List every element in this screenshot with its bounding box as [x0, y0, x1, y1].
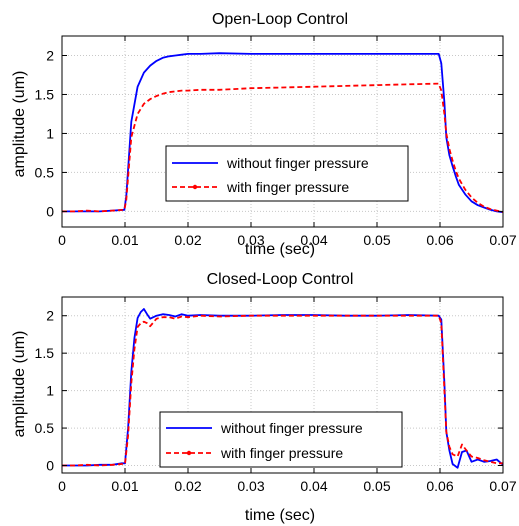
legend-box — [159, 411, 403, 468]
y-axis-label: amplitude (um) — [11, 71, 28, 178]
x-tick-label: 0.06 — [426, 478, 453, 494]
chart-title: Open-Loop Control — [212, 11, 348, 28]
x-tick-labels: 0 0.01 0.02 0.03 0.04 0.05 0.06 0.07 — [58, 232, 517, 248]
y-tick-labels: 0 0.5 1 1.5 2 — [35, 308, 55, 474]
x-tick-label: 0.02 — [174, 478, 201, 494]
plot-frame — [61, 296, 504, 474]
y-tick-label: 1.5 — [35, 345, 55, 361]
x-tick-label: 0.04 — [300, 232, 327, 248]
chart-title: Closed-Loop Control — [207, 271, 354, 288]
legend-box — [165, 145, 409, 202]
x-tick-label: 0.06 — [426, 232, 453, 248]
grid — [62, 297, 503, 473]
x-tick-label: 0.07 — [489, 232, 516, 248]
x-tick-label: 0 — [58, 478, 66, 494]
x-tick-label: 0.01 — [111, 478, 138, 494]
y-axis-label: amplitude (um) — [11, 331, 28, 438]
y-tick-label: 1 — [46, 125, 54, 141]
series-line-with-finger-pressure — [62, 82, 504, 214]
series-group — [62, 308, 504, 469]
legend: without finger pressure with finger pres… — [159, 411, 403, 468]
legend-label-without: without finger pressure — [220, 420, 363, 436]
tick-marks — [61, 297, 504, 473]
x-tick-labels: 0 0.01 0.02 0.03 0.04 0.05 0.06 0.07 — [58, 478, 517, 494]
tick-marks — [61, 36, 504, 227]
legend: without finger pressure with finger pres… — [165, 145, 409, 202]
x-tick-label: 0.01 — [111, 232, 138, 248]
plot-frame — [61, 35, 504, 228]
x-tick-label: 0.07 — [489, 478, 516, 494]
y-tick-label: 0.5 — [35, 164, 55, 180]
x-tick-label: 0.05 — [363, 232, 390, 248]
y-tick-label: 0 — [46, 203, 54, 219]
legend-marker-with — [192, 184, 198, 190]
x-tick-label: 0.03 — [237, 232, 264, 248]
legend-marker-with — [186, 450, 192, 456]
legend-label-with: with finger pressure — [220, 445, 343, 461]
y-tick-label: 2 — [46, 308, 54, 324]
series-group — [62, 52, 504, 214]
x-axis-label: time (sec) — [245, 241, 315, 258]
x-tick-label: 0.04 — [300, 478, 327, 494]
x-tick-label: 0.02 — [174, 232, 201, 248]
x-axis-label: time (sec) — [245, 507, 315, 524]
series-line-with-finger-pressure — [62, 314, 503, 467]
legend-label-with: with finger pressure — [226, 179, 349, 195]
x-tick-label: 0 — [58, 232, 66, 248]
x-tick-label: 0.05 — [363, 478, 390, 494]
y-tick-label: 0 — [46, 458, 54, 474]
y-tick-label: 1 — [46, 383, 54, 399]
chart-open-loop: Open-Loop Control 0 0.01 0.02 0.03 0.04 0.05 0… — [11, 11, 517, 258]
y-tick-label: 2 — [46, 47, 54, 63]
y-tick-label: 1.5 — [35, 86, 55, 102]
legend-label-without: without finger pressure — [226, 155, 369, 171]
y-tick-labels: 0 0.5 1 1.5 2 — [35, 47, 55, 219]
series-line-without-finger-pressure — [62, 52, 504, 214]
chart-closed-loop: Closed-Loop Control 0 0.01 0.02 0.03 0.04 0.0… — [11, 271, 517, 524]
x-tick-label: 0.03 — [237, 478, 264, 494]
y-tick-label: 0.5 — [35, 420, 55, 436]
